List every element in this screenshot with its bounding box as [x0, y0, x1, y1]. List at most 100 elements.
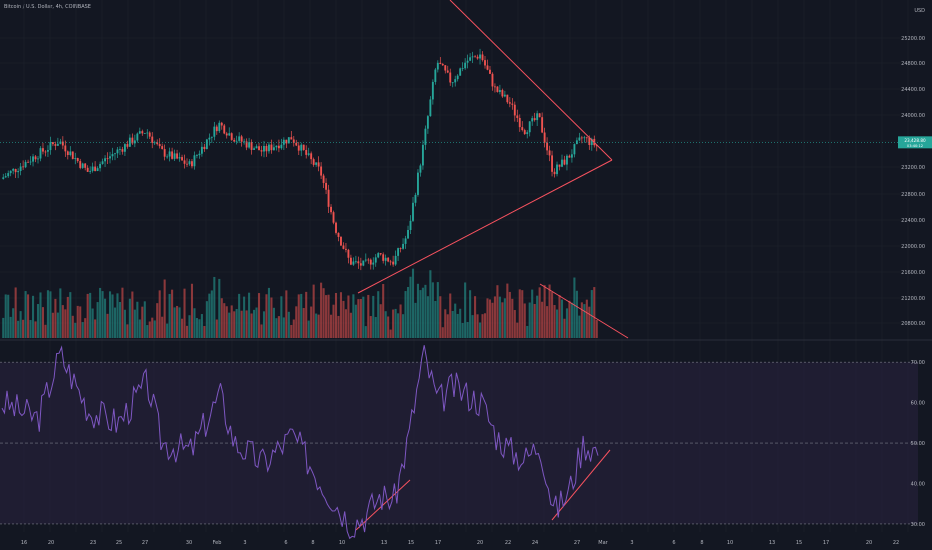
candle-body: [518, 117, 521, 128]
candle-body: [191, 161, 193, 167]
candle-body: [230, 133, 233, 140]
candle-body: [570, 154, 573, 158]
time-tick-label: 27: [142, 540, 148, 546]
volume-bar: [24, 291, 27, 338]
volume-bar: [277, 316, 280, 338]
volume-bar: [205, 301, 208, 338]
volume-bar: [588, 306, 591, 338]
volume-bar: [312, 284, 315, 338]
candle-body: [74, 158, 77, 159]
volume-bar: [563, 318, 566, 338]
volume-bar: [218, 278, 221, 338]
candle-body: [441, 63, 444, 66]
time-axis[interactable]: 16 20 23 25 27 30 Feb 3 6 8 10 13 15 17 20 22 24 27 Mar 3 6 8…: [21, 540, 899, 546]
candle-body: [409, 220, 412, 231]
candle-body: [86, 167, 89, 172]
volume-bar: [456, 313, 459, 338]
candle-body: [61, 141, 64, 146]
volume-bar: [471, 315, 474, 338]
candle-body: [119, 149, 121, 150]
volume-bar: [451, 310, 454, 338]
grid: [0, 0, 932, 532]
candle-body: [402, 243, 404, 249]
volume-bar: [394, 308, 397, 338]
candle-body: [198, 153, 201, 156]
candle-body: [454, 79, 457, 83]
volume-bar: [583, 304, 586, 338]
volume-bar: [444, 309, 447, 338]
candle-body: [265, 145, 268, 152]
volume-bar: [439, 296, 442, 338]
volume-bar: [188, 315, 191, 338]
candle-body: [464, 62, 467, 69]
volume-bar: [528, 302, 531, 338]
candle-body: [590, 138, 593, 145]
volume-bar: [292, 319, 295, 338]
price-axis[interactable]: USD25200.0024800.0024400.0024000.0023600…: [901, 8, 925, 327]
volume-bar: [173, 307, 176, 338]
rsi-axis[interactable]: 70.00 60.00 50.00 40.00 30.00: [911, 360, 925, 528]
candle-body: [250, 142, 253, 150]
volume-bar: [238, 293, 241, 338]
candle-body: [56, 143, 59, 146]
candle-body: [210, 136, 213, 138]
candle-body: [49, 142, 52, 151]
candle-body: [282, 139, 285, 145]
candle-body: [44, 151, 47, 153]
time-tick-label: 20: [477, 540, 483, 546]
volume-bar: [414, 302, 417, 338]
volume-bar: [143, 301, 146, 338]
candle-body: [287, 137, 290, 144]
volume-bar: [181, 318, 184, 338]
volume-bar: [156, 303, 159, 338]
candle-body: [59, 141, 62, 144]
volume-bar: [543, 285, 546, 338]
time-tick-label: 17: [823, 540, 829, 546]
volume-bar: [533, 304, 536, 338]
volume-bar: [250, 313, 253, 338]
candle-body: [47, 150, 49, 152]
candle-body: [451, 82, 454, 84]
candle-body: [476, 56, 479, 59]
volume-bar: [225, 306, 228, 338]
volume-bar: [198, 319, 201, 338]
candle-body: [320, 166, 323, 176]
candle-body: [248, 142, 251, 148]
candle-body: [200, 146, 203, 154]
candle-body: [272, 147, 275, 151]
volume-bar: [49, 291, 52, 338]
volume-bar: [498, 296, 501, 338]
volume-bar: [483, 313, 487, 338]
candle-body: [491, 73, 494, 87]
volume-bar: [555, 309, 559, 338]
candle-body: [106, 158, 109, 160]
candle-body: [421, 144, 424, 166]
volume-bar: [257, 293, 261, 338]
candle-body: [531, 118, 534, 122]
volume-bar: [86, 293, 89, 338]
candle-body: [399, 248, 402, 249]
rsi-band: [0, 361, 918, 525]
candle-body: [392, 261, 395, 265]
last-price-badge: [898, 136, 932, 149]
candle-body: [24, 161, 27, 168]
candle-body: [558, 164, 561, 167]
candle-body: [109, 156, 111, 159]
volume-bar: [488, 299, 492, 338]
candle-body: [426, 116, 429, 129]
volume-bar: [446, 314, 449, 338]
candle-body: [523, 130, 526, 135]
volume-bar: [518, 289, 521, 338]
candle-body: [561, 159, 563, 167]
volume-bar: [9, 316, 12, 338]
candle-body: [516, 115, 519, 118]
price-tick-label: 22800.00: [901, 192, 925, 198]
price-tick-label: 25200.00: [901, 36, 925, 42]
candle-body: [508, 102, 511, 104]
candle-body: [503, 94, 506, 97]
time-tick-label: 3: [243, 540, 246, 546]
volume-bar: [558, 295, 561, 338]
volume-bar: [548, 284, 551, 338]
